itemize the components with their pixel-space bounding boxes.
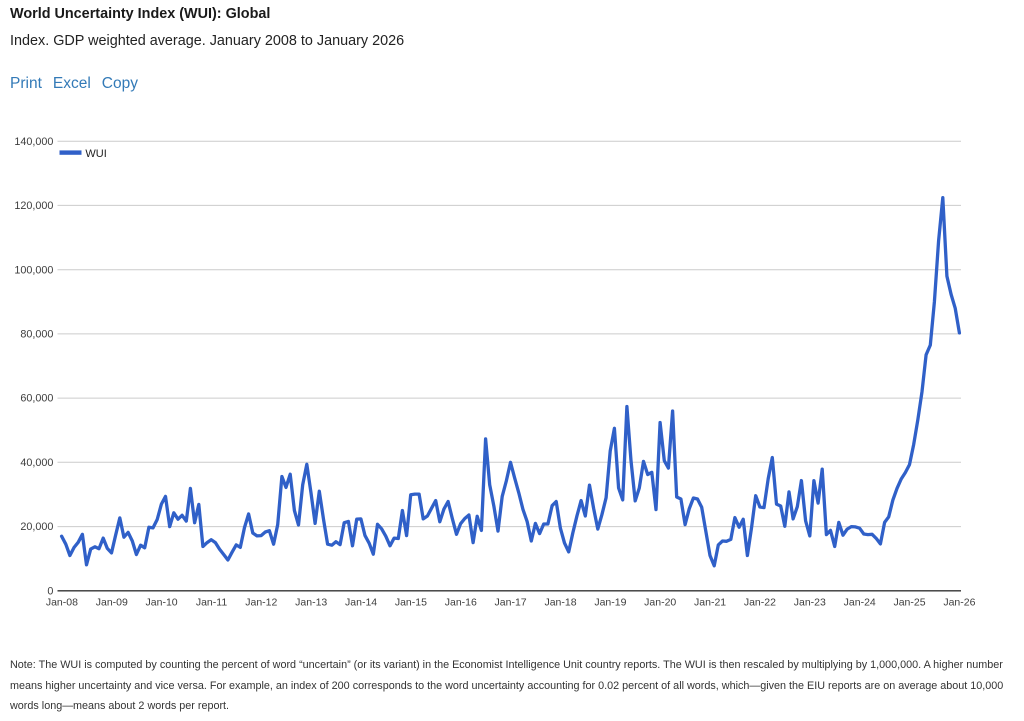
svg-text:Jan-15: Jan-15 [395, 597, 427, 609]
svg-text:Jan-21: Jan-21 [694, 597, 726, 609]
svg-text:120,000: 120,000 [14, 200, 53, 212]
svg-text:100,000: 100,000 [14, 264, 53, 276]
svg-text:Jan-20: Jan-20 [644, 597, 676, 609]
svg-text:60,000: 60,000 [20, 393, 53, 405]
svg-text:Jan-11: Jan-11 [196, 597, 227, 609]
svg-text:Jan-10: Jan-10 [146, 597, 178, 609]
svg-text:WUI: WUI [85, 148, 106, 160]
svg-text:Jan-09: Jan-09 [96, 597, 128, 609]
svg-text:Jan-12: Jan-12 [245, 597, 277, 609]
svg-text:Jan-16: Jan-16 [445, 597, 477, 609]
svg-text:Jan-23: Jan-23 [794, 597, 826, 609]
svg-text:Jan-19: Jan-19 [594, 597, 626, 609]
svg-text:140,000: 140,000 [14, 136, 53, 148]
svg-text:0: 0 [47, 585, 53, 597]
svg-text:Jan-17: Jan-17 [495, 597, 527, 609]
svg-text:Jan-18: Jan-18 [544, 597, 576, 609]
svg-text:Jan-25: Jan-25 [893, 597, 925, 609]
svg-text:Jan-14: Jan-14 [345, 597, 377, 609]
svg-text:80,000: 80,000 [20, 329, 53, 341]
svg-text:Jan-13: Jan-13 [295, 597, 327, 609]
svg-text:Jan-22: Jan-22 [744, 597, 776, 609]
svg-text:Jan-08: Jan-08 [46, 597, 78, 609]
svg-text:40,000: 40,000 [20, 457, 53, 469]
svg-text:Jan-24: Jan-24 [844, 597, 876, 609]
svg-text:20,000: 20,000 [20, 521, 53, 533]
svg-text:Jan-26: Jan-26 [943, 597, 975, 609]
